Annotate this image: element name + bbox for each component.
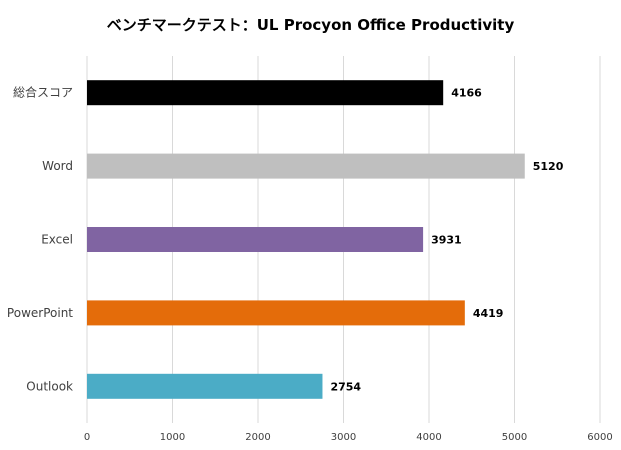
x-tick-label-6000: 6000 (587, 432, 612, 443)
category-label-0: 総合スコア (13, 85, 73, 100)
bar-0 (87, 80, 444, 106)
x-tick-label-1000: 1000 (160, 432, 185, 443)
x-tick-label-4000: 4000 (416, 432, 441, 443)
x-tick-label-0: 0 (84, 432, 90, 443)
x-tick-label-5000: 5000 (502, 432, 527, 443)
value-label-2: 3931 (431, 234, 462, 247)
x-tick-label-2000: 2000 (245, 432, 270, 443)
bar-3 (87, 300, 465, 326)
bar-4 (87, 373, 323, 399)
bar-1 (87, 153, 525, 179)
value-label-3: 4419 (473, 307, 504, 320)
category-label-4: Outlook (26, 379, 73, 393)
value-label-1: 5120 (533, 160, 564, 173)
category-label-1: Word (42, 159, 73, 173)
category-label-3: PowerPoint (7, 306, 73, 320)
chart-title: ベンチマークテスト：UL Procyon Office Productivity (106, 16, 515, 34)
bar-2 (87, 227, 424, 252)
x-tick-label-3000: 3000 (331, 432, 356, 443)
value-label-0: 4166 (451, 87, 482, 100)
value-label-4: 2754 (330, 380, 361, 393)
category-label-2: Excel (41, 233, 73, 247)
